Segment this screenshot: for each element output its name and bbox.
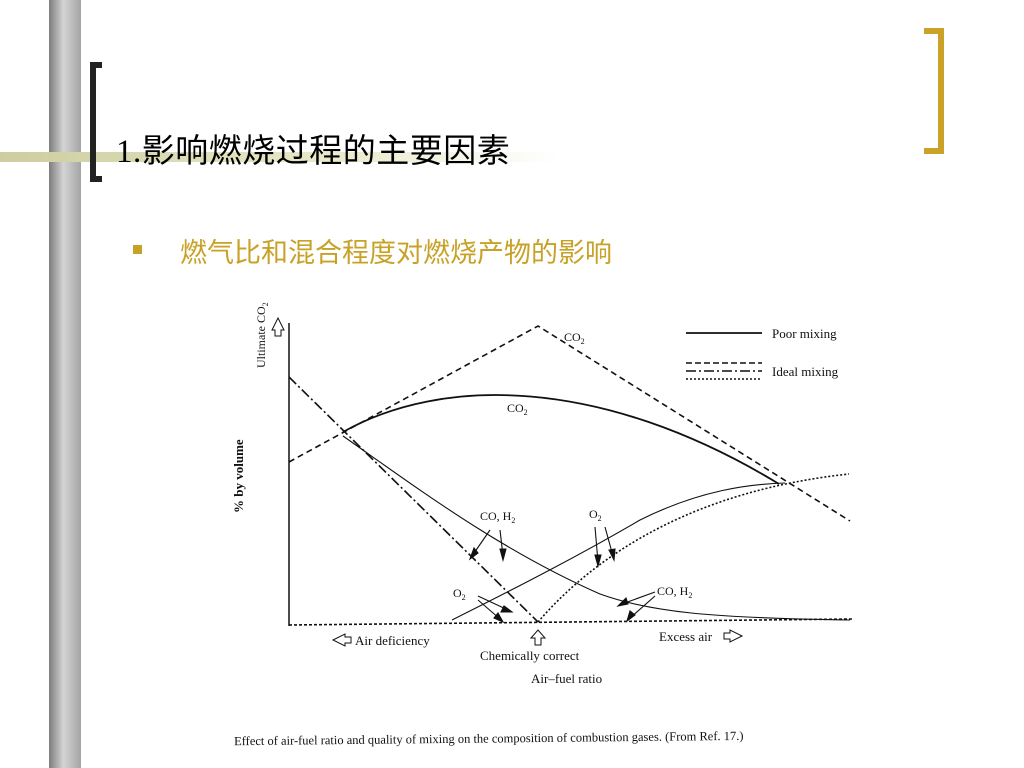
- x-axis-label: Air–fuel ratio: [531, 671, 602, 686]
- chemically-correct-label: Chemically correct: [480, 648, 580, 663]
- o2-lower-label: O2: [453, 586, 466, 602]
- co-h2-upper-label: CO, H2: [480, 509, 515, 525]
- bullet-square-icon: [133, 245, 142, 254]
- co-h2-poor-mixing-curve: [342, 435, 851, 621]
- title-underline: [0, 152, 560, 162]
- legend: Poor mixing Ideal mixing: [686, 326, 839, 380]
- excess-air-label: Excess air: [659, 629, 713, 644]
- co2-poor-mixing-curve: [342, 394, 780, 485]
- co-h2-lower-label: CO, H2: [657, 584, 692, 600]
- y-axis-up-arrow-icon: [271, 316, 285, 337]
- left-bracket-decoration: [90, 62, 102, 182]
- legend-ideal-mixing-label: Ideal mixing: [772, 364, 839, 379]
- slide-side-bar: [49, 0, 81, 768]
- y-axis-top-label: Ultimate CO2: [254, 302, 270, 368]
- o2-poor-mixing-curve: [451, 482, 786, 621]
- right-bracket-decoration: [924, 28, 944, 154]
- label-pointer-arrows: [468, 526, 656, 624]
- co2-poor-label: CO2: [507, 401, 528, 417]
- air-deficiency-label: Air deficiency: [355, 633, 430, 648]
- o2-ideal-mixing-curve: [537, 473, 850, 623]
- x-axis-baseline: [288, 618, 853, 626]
- y-axis-label: % by volume: [231, 439, 246, 513]
- figure-caption: Effect of air-fuel ratio and quality of …: [234, 729, 744, 748]
- chemically-correct-up-arrow-icon: [529, 629, 547, 646]
- co2-ideal-mixing-curve: [288, 325, 851, 522]
- excess-air-right-arrow-icon: [723, 629, 744, 643]
- co2-ideal-label: CO2: [564, 330, 585, 346]
- co-h2-ideal-mixing-curve: [288, 376, 539, 623]
- bullet-text: 燃气比和混合程度对燃烧产物的影响: [180, 238, 612, 268]
- air-deficiency-left-arrow-icon: [331, 633, 352, 647]
- o2-upper-label: O2: [589, 507, 602, 523]
- slide-title: 1.影响燃烧过程的主要因素: [116, 134, 511, 170]
- legend-poor-mixing-label: Poor mixing: [772, 326, 837, 341]
